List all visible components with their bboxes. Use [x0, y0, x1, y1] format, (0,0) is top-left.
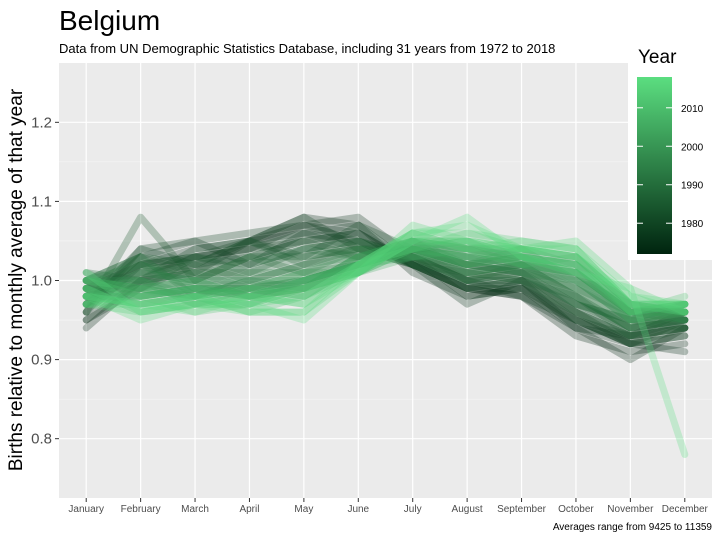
legend-tick-label: 2010	[681, 104, 704, 115]
series-line-1998	[82, 237, 689, 324]
series-line-1973	[82, 213, 689, 364]
series-line-1984	[82, 213, 689, 340]
legend-title: Year	[638, 47, 677, 68]
y-axis-label: Births relative to monthly average of th…	[6, 88, 27, 471]
x-tick-label: October	[558, 504, 594, 515]
series-line-1999	[82, 245, 689, 316]
series-line-1977	[82, 229, 689, 348]
series-line-1985	[82, 237, 689, 332]
series-line-1978	[82, 221, 689, 340]
series-line-1992	[82, 237, 689, 332]
x-tick-label: August	[452, 504, 483, 515]
series-line-1994	[82, 245, 689, 324]
series-line-2011	[82, 237, 689, 316]
series-line-2008	[82, 237, 689, 316]
series-line-1987	[82, 245, 689, 332]
series-line-1996	[82, 237, 689, 324]
series-line-2007	[82, 245, 689, 316]
y-tick-label: 0.9	[31, 352, 52, 369]
x-tick-label: January	[68, 504, 104, 515]
x-tick-label: March	[181, 504, 209, 515]
legend: Year 1980 1990 2000 2010	[628, 40, 720, 260]
x-axis-ticks: January February March April May June July Augu…	[68, 498, 709, 515]
series-line-1980	[82, 229, 689, 340]
y-axis-ticks: 0.8 0.9 1.0 1.1 1.2	[31, 114, 59, 448]
x-tick-label: November	[607, 504, 654, 515]
x-tick-label: December	[662, 504, 709, 515]
x-tick-label: February	[121, 504, 161, 515]
series-line-1989	[82, 245, 689, 324]
chart-title: Belgium	[59, 5, 160, 36]
series-line-2006	[82, 245, 689, 316]
series-line-1975	[82, 213, 689, 348]
x-tick-label: September	[497, 504, 547, 515]
y-tick-label: 1.0	[31, 273, 52, 290]
y-tick-label: 1.1	[31, 193, 52, 210]
series-group	[82, 213, 689, 458]
series-line-1988	[82, 237, 689, 332]
x-tick-label: June	[347, 504, 369, 515]
legend-tick-label: 1980	[681, 219, 704, 230]
legend-tick-label: 1990	[681, 181, 704, 192]
series-line-1997	[82, 245, 689, 316]
series-line-2014	[82, 237, 689, 316]
series-line-1995	[82, 245, 689, 324]
legend-ticks: 1980 1990 2000 2010	[637, 104, 704, 230]
series-line-2009	[82, 237, 689, 316]
chart-caption: Averages range from 9425 to 11359	[553, 522, 713, 533]
series-line-2002	[82, 245, 689, 316]
series-line-2017	[82, 221, 689, 324]
series-line-2005	[82, 237, 689, 316]
series-line-1991	[82, 245, 689, 324]
series-line-2010	[82, 229, 689, 316]
x-tick-label: July	[404, 504, 422, 515]
series-line-2012	[82, 229, 689, 316]
x-tick-label: April	[239, 504, 259, 515]
series-line-1986	[82, 237, 689, 340]
series-line-2001	[82, 237, 689, 316]
chart-subtitle: Data from UN Demographic Statistics Data…	[59, 41, 555, 56]
series-line-2013	[82, 229, 689, 316]
y-tick-label: 1.2	[31, 114, 52, 131]
series-line-1972	[82, 221, 689, 356]
grid-major	[59, 63, 712, 498]
series-line-1974	[82, 229, 689, 356]
series-line-1976	[82, 221, 689, 340]
series-line-2016	[82, 221, 689, 316]
series-line-2015	[82, 229, 689, 316]
series-line-1993	[82, 245, 689, 324]
series-line-1981	[82, 229, 689, 348]
series-line-2018	[82, 213, 689, 458]
series-line-2000	[82, 245, 689, 324]
x-tick-label: May	[294, 504, 313, 515]
series-line-2003	[82, 245, 689, 316]
series-line-1979	[82, 213, 689, 348]
series-line-2004	[82, 237, 689, 324]
legend-colorbar	[637, 77, 672, 254]
y-tick-label: 0.8	[31, 431, 52, 448]
series-line-1982	[82, 221, 689, 340]
grid-minor	[59, 161, 712, 400]
series-line-1990	[82, 245, 689, 332]
series-line-1983	[82, 237, 689, 332]
legend-tick-label: 2000	[681, 142, 704, 153]
